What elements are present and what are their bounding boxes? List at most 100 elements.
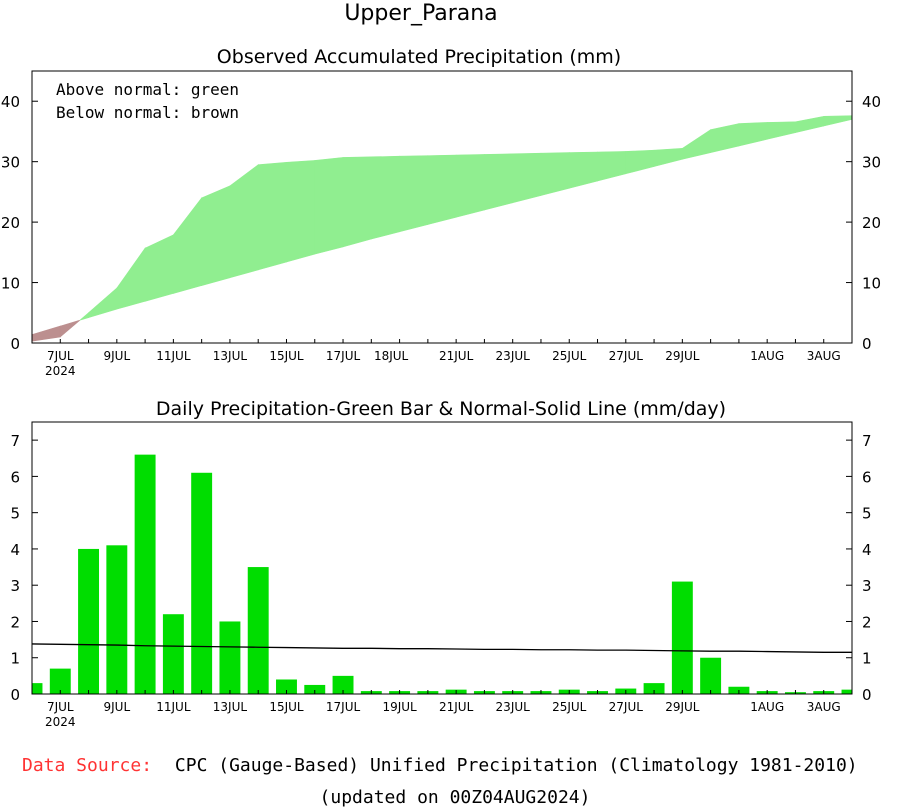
- daily-plot: [31, 454, 852, 694]
- daily-year-label: 2024: [45, 715, 76, 729]
- accum-ytick-label-left: 0: [10, 335, 20, 353]
- daily-xtick-label: 17JUL: [326, 700, 361, 714]
- accum-area-segment: [286, 160, 316, 263]
- accum-area-segment: [371, 155, 400, 240]
- accum-area-segment: [766, 121, 796, 140]
- accum-area-segment: [79, 312, 89, 321]
- daily-bar: [191, 472, 213, 694]
- daily-bar: [219, 621, 241, 694]
- accum-area-segment: [710, 123, 740, 153]
- accum-area-segment: [625, 149, 655, 175]
- accum-legend-below: Below normal: brown: [56, 103, 239, 122]
- accum-area-segment: [116, 247, 146, 310]
- accum-area-segment: [484, 153, 513, 211]
- accum-ytick-label-right: 40: [862, 93, 881, 111]
- daily-bar: [643, 683, 665, 694]
- accum-area-segment: [455, 154, 485, 218]
- accum-chart-title: Observed Accumulated Precipitation (mm): [217, 46, 621, 68]
- accum-xtick-label: 1AUG: [750, 349, 784, 363]
- daily-xtick-label: 3AUG: [807, 700, 841, 714]
- daily-xtick-label: 29JUL: [665, 700, 700, 714]
- daily-bar: [106, 545, 128, 694]
- accum-area-segment: [427, 154, 457, 225]
- daily-bar: [304, 684, 326, 694]
- daily-xtick-label: 1AUG: [750, 700, 784, 714]
- accum-xtick-label: 13JUL: [213, 349, 248, 363]
- daily-bar: [49, 668, 71, 694]
- accum-xtick-label: 18JUL: [374, 349, 409, 363]
- accum-xtick-label: 27JUL: [609, 349, 644, 363]
- accum-xtick-label: 29JUL: [665, 349, 700, 363]
- data-source-text: CPC (Gauge-Based) Unified Precipitation …: [175, 755, 858, 776]
- updated-label: (updated on 00Z04AUG2024): [320, 787, 591, 808]
- daily-xtick-label: 9JUL: [103, 700, 130, 714]
- accum-area-segment: [738, 122, 768, 147]
- accum-ytick-label-right: 10: [862, 275, 881, 293]
- accum-area-segment: [399, 155, 429, 233]
- daily-xtick-label: 7JUL: [47, 700, 74, 714]
- accum-ytick-label-right: 30: [862, 154, 881, 172]
- daily-ytick-label-left: 0: [10, 686, 20, 704]
- daily-ytick-label-right: 0: [862, 686, 872, 704]
- daily-ytick-label-left: 1: [10, 650, 20, 668]
- accum-area-segment: [314, 157, 344, 255]
- daily-xtick-label: 23JUL: [496, 700, 531, 714]
- accum-area-segment: [512, 152, 542, 204]
- accum-ytick-label-right: 20: [862, 214, 881, 232]
- data-source-label: Data Source:: [22, 755, 152, 776]
- accum-ytick-label-left: 30: [1, 154, 20, 172]
- daily-ytick-label-right: 1: [862, 650, 872, 668]
- accum-xtick-label: 7JUL: [47, 349, 74, 363]
- accum-year-label: 2024: [45, 364, 76, 378]
- daily-bar: [841, 689, 852, 694]
- accum-area-segment: [795, 115, 825, 134]
- accum-area-segment: [59, 319, 81, 338]
- accum-area-segment: [257, 161, 287, 271]
- daily-xtick-label: 11JUL: [156, 700, 191, 714]
- daily-ytick-label-left: 4: [10, 541, 20, 559]
- daily-xtick-label: 21JUL: [439, 700, 474, 714]
- daily-bar: [671, 581, 693, 694]
- daily-bar: [247, 567, 269, 694]
- daily-xtick-label: 25JUL: [552, 700, 587, 714]
- daily-bar: [332, 675, 354, 694]
- daily-ytick-label-right: 2: [862, 613, 872, 631]
- footer-line: Data Source: CPC (Gauge-Based) Unified P…: [22, 755, 858, 776]
- daily-axes: 0 0 1 1 2 2 3 3 4 4 5 5 6 6 7 7 7JUL 9JUL 11JUL 13JUL 15JUL 1…: [10, 432, 871, 729]
- figure-title: Upper_Parana: [344, 1, 497, 26]
- daily-bar: [162, 614, 184, 694]
- accum-xtick-label: 3AUG: [807, 349, 841, 363]
- daily-normal-line: [31, 643, 852, 653]
- accum-ytick-label-right: 0: [862, 335, 872, 353]
- daily-xtick-label: 13JUL: [213, 700, 248, 714]
- accum-xtick-label: 17JUL: [326, 349, 361, 363]
- daily-ytick-label-left: 3: [10, 577, 20, 595]
- accum-area-segment: [342, 156, 372, 248]
- accum-area-segment: [173, 197, 202, 294]
- daily-ytick-label-left: 6: [10, 468, 20, 486]
- daily-ytick-label-left: 7: [10, 432, 20, 450]
- accum-area-segment: [540, 152, 570, 196]
- daily-bar: [32, 683, 43, 694]
- accum-area-segment: [88, 287, 118, 319]
- accum-area-segment: [568, 151, 598, 189]
- daily-ytick-label-right: 4: [862, 541, 872, 559]
- accum-ytick-label-left: 10: [1, 275, 20, 293]
- accum-area-segment: [229, 164, 259, 279]
- daily-ytick-label-right: 7: [862, 432, 872, 450]
- daily-bar: [78, 548, 100, 694]
- accum-xtick-label: 9JUL: [103, 349, 130, 363]
- accum-area-segment: [201, 185, 231, 286]
- accum-area-segment: [653, 148, 683, 167]
- daily-bar: [134, 454, 156, 694]
- daily-bar: [700, 657, 722, 694]
- daily-xtick-label: 27JUL: [609, 700, 644, 714]
- accum-area-segment: [31, 325, 61, 342]
- accum-plot: [31, 115, 853, 342]
- accum-area-segment: [597, 151, 627, 182]
- accum-plot-frame: [31, 70, 853, 344]
- accum-axes: 0 0 10 10 20 20 30 30 40 40 7JUL 9JUL 11JUL 13JUL 15JU…: [1, 93, 881, 378]
- daily-ytick-label-left: 5: [10, 505, 20, 523]
- daily-ytick-label-right: 6: [862, 468, 872, 486]
